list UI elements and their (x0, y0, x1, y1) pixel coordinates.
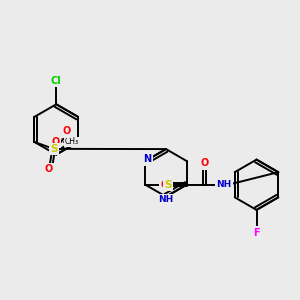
Text: O: O (51, 137, 59, 147)
Text: CH₃: CH₃ (64, 137, 78, 146)
Text: S: S (50, 144, 57, 154)
Text: O: O (44, 164, 52, 174)
Text: O: O (160, 180, 169, 190)
Text: O: O (63, 127, 71, 136)
Text: NH: NH (158, 195, 174, 204)
Text: NH: NH (216, 180, 231, 189)
Text: F: F (253, 228, 260, 238)
Text: O: O (200, 158, 208, 168)
Text: N: N (143, 154, 151, 164)
Text: S: S (164, 180, 172, 190)
Text: O: O (51, 137, 59, 147)
Text: Cl: Cl (51, 76, 62, 86)
